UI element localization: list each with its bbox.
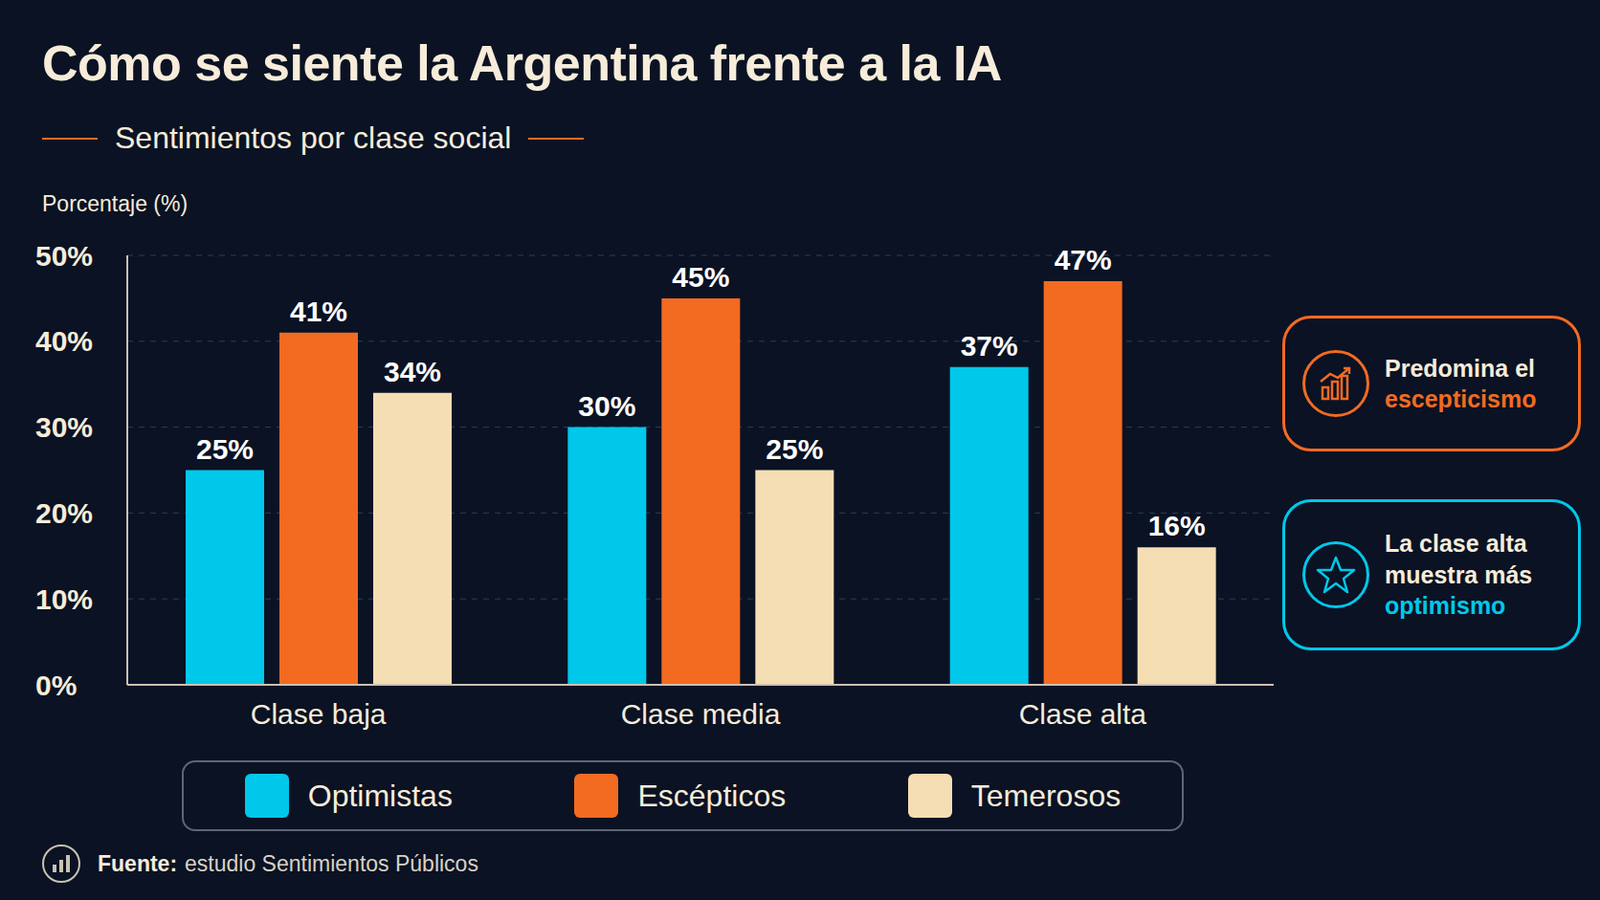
html-text:Predomina el: Predomina el	[1384, 354, 1535, 382]
svg-text:40%: 40%	[35, 325, 93, 357]
html-text:Escépticos: Escépticos	[637, 778, 786, 813]
html-text:Fuente: estudio Sentimientos P: Fuente: estudio Sentimientos Públicos	[97, 851, 479, 877]
svg-text:37%: 37%	[960, 330, 1019, 362]
svg-text:25%: 25%	[765, 433, 823, 466]
svg-text:50%: 50%	[35, 240, 93, 272]
svg-text:34%: 34%	[383, 355, 442, 388]
svg-text:41%: 41%	[289, 295, 348, 328]
html-text:Sentimientos por clase social: Sentimientos por clase social	[114, 120, 512, 156]
svg-text:47%: 47%	[1054, 244, 1112, 276]
svg-text:0%: 0%	[35, 669, 77, 702]
svg-text:30%: 30%	[577, 390, 636, 423]
html-text:Porcentaje (%): Porcentaje (%)	[42, 191, 188, 217]
svg-text:30%: 30%	[35, 411, 93, 444]
html-text:La clase alta muestra más: La clase alta muestra más	[1384, 530, 1533, 589]
svg-text:20%: 20%	[35, 497, 93, 530]
svg-text:Clase alta: Clase alta	[1019, 698, 1148, 731]
svg-text:10%: 10%	[35, 583, 93, 616]
svg-text:Clase media: Clase media	[621, 698, 781, 731]
svg-text:45%: 45%	[671, 261, 730, 293]
html-text:Optimistas: Optimistas	[307, 778, 453, 813]
svg-text:25%: 25%	[196, 433, 254, 466]
html-text:Temerosos: Temerosos	[971, 778, 1121, 813]
html-text:optimismo: optimismo	[1384, 592, 1506, 620]
html-text:escepticismo: escepticismo	[1384, 385, 1537, 413]
svg-text:Clase baja: Clase baja	[250, 698, 387, 731]
html-text:Cómo se siente la Argentina fr: Cómo se siente la Argentina frente a la …	[42, 35, 1002, 91]
svg-text:16%: 16%	[1148, 510, 1206, 542]
